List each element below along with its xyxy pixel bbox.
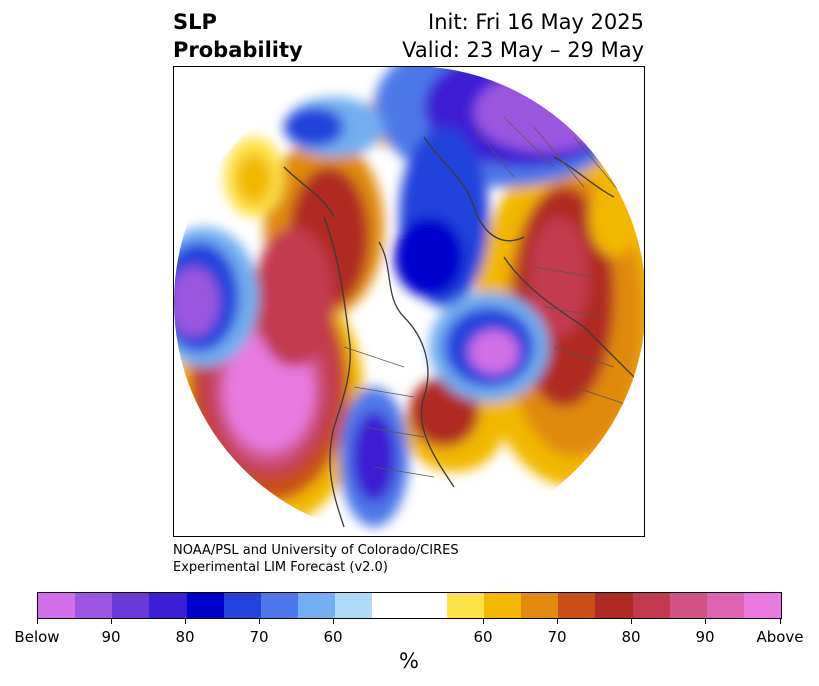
colorbar-tick-label: 90 [101, 628, 121, 646]
colorbar-tick-mark [333, 619, 334, 624]
colorbar-swatch [558, 593, 596, 618]
colorbar-tick-mark [705, 619, 706, 624]
colorbar-tick-label: 70 [547, 628, 567, 646]
colorbar-swatch [446, 593, 484, 618]
map-title: SLP Probability [173, 8, 303, 64]
colorbar-swatch [112, 593, 150, 618]
colorbar-tick-mark [185, 619, 186, 624]
colorbar-swatch [223, 593, 261, 618]
colorbar-swatch [372, 593, 410, 618]
data-credit: NOAA/PSL and University of Colorado/CIRE… [173, 542, 459, 576]
colorbar-tick-label: Above [756, 628, 804, 646]
colorbar-tick-label: 70 [249, 628, 269, 646]
polar-probability-map [174, 67, 644, 536]
colorbar-tick-mark [631, 619, 632, 624]
colorbar-tick-mark [557, 619, 558, 624]
forecast-dates: Init: Fri 16 May 2025 Valid: 23 May – 29… [402, 8, 644, 64]
colorbar-swatch [75, 593, 113, 618]
title-type: Probability [173, 38, 303, 62]
colorbar-tick-label: 60 [323, 628, 343, 646]
colorbar-tick-label: 80 [621, 628, 641, 646]
colorbar-swatch [298, 593, 336, 618]
init-date: Init: Fri 16 May 2025 [428, 10, 644, 34]
title-variable: SLP [173, 10, 217, 34]
colorbar-tick-mark [111, 619, 112, 624]
colorbar-swatch [260, 593, 299, 618]
colorbar-tick-label: 80 [175, 628, 195, 646]
colorbar-tick-label: 90 [695, 628, 715, 646]
colorbar-swatch [483, 593, 522, 618]
valid-range: Valid: 23 May – 29 May [402, 38, 644, 62]
colorbar-units: % [399, 649, 419, 673]
colorbar-tick-mark [780, 619, 781, 624]
credit-line-2: Experimental LIM Forecast (v2.0) [173, 560, 388, 575]
colorbar-swatch [38, 593, 76, 618]
colorbar-swatch [743, 593, 782, 618]
colorbar-swatch [149, 593, 187, 618]
polar-map-frame [173, 66, 645, 537]
colorbar [37, 592, 782, 619]
colorbar-tick-mark [483, 619, 484, 624]
colorbar-tick-label: 60 [473, 628, 493, 646]
colorbar-swatch [409, 593, 447, 618]
colorbar-swatch [186, 593, 224, 618]
colorbar-tick-mark [259, 619, 260, 624]
credit-line-1: NOAA/PSL and University of Colorado/CIRE… [173, 543, 459, 558]
colorbar-swatch [521, 593, 559, 618]
colorbar-tick-mark [37, 619, 38, 624]
colorbar-swatch [335, 593, 373, 618]
colorbar-swatch [632, 593, 670, 618]
colorbar-swatch [669, 593, 707, 618]
colorbar-tick-label: Below [14, 628, 60, 646]
colorbar-swatch [706, 593, 744, 618]
colorbar-swatch [595, 593, 633, 618]
